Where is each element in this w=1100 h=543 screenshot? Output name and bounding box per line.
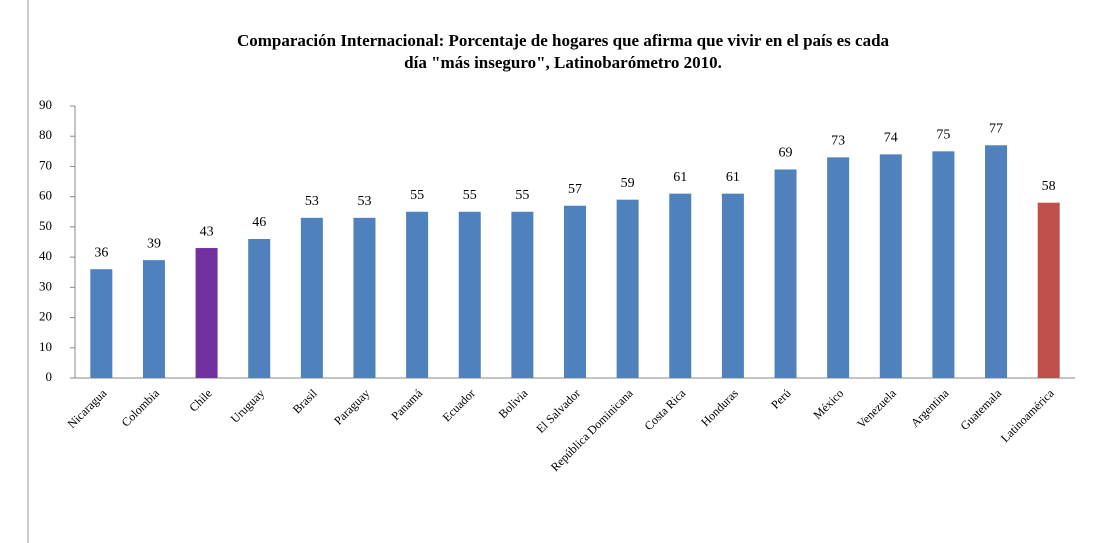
y-tick-label: 80	[39, 127, 52, 142]
bar	[248, 238, 271, 378]
x-tick-label: Chile	[186, 386, 214, 414]
x-tick-label: Uruguay	[228, 386, 268, 426]
y-tick-label: 50	[39, 218, 52, 233]
bar	[195, 248, 218, 378]
x-tick-label: Bolivia	[496, 386, 531, 421]
bar	[774, 169, 797, 378]
y-tick-label: 90	[39, 97, 52, 112]
bar	[564, 205, 586, 378]
data-label: 46	[252, 215, 266, 230]
data-label: 55	[410, 188, 424, 203]
bar	[1037, 202, 1060, 378]
bar	[300, 217, 323, 378]
x-tick-label: Venezuela	[854, 386, 899, 431]
bar	[985, 145, 1008, 378]
x-tick-label: Nicaragua	[65, 386, 110, 431]
data-label: 55	[515, 188, 529, 203]
chart-border	[27, 0, 29, 543]
data-label: 58	[1042, 179, 1056, 194]
x-tick-label: Costa Rica	[641, 386, 688, 433]
data-label: 69	[779, 146, 793, 161]
bar	[353, 217, 376, 378]
x-tick-label: El Salvador	[533, 386, 583, 436]
y-tick-label: 20	[39, 309, 52, 324]
data-label: 43	[200, 224, 214, 239]
chart-title: día "más inseguro", Latinobarómetro 2010…	[404, 53, 722, 72]
x-tick-label: México	[810, 386, 846, 422]
data-label: 61	[726, 170, 740, 185]
x-tick-label: Colombia	[119, 386, 163, 430]
bar	[721, 193, 744, 378]
bar	[616, 199, 639, 378]
y-tick-label: 30	[39, 278, 52, 293]
data-label: 55	[463, 188, 477, 203]
data-label: 77	[989, 122, 1003, 137]
x-tick-label: Latinoamérica	[998, 386, 1057, 445]
x-tick-label: Panamá	[388, 386, 425, 423]
x-tick-label: Perú	[768, 386, 793, 411]
y-tick-label: 40	[39, 248, 52, 263]
data-label: 74	[884, 131, 898, 146]
x-tick-label: Ecuador	[440, 386, 478, 424]
data-label: 61	[673, 170, 687, 185]
data-label: 75	[936, 128, 950, 143]
bar	[932, 151, 955, 378]
data-label: 57	[568, 182, 582, 197]
x-tick-label: Guatemala	[957, 386, 1004, 433]
y-tick-label: 70	[39, 157, 52, 172]
chart-title: Comparación Internacional: Porcentaje de…	[237, 31, 890, 50]
y-tick-label: 60	[39, 188, 52, 203]
x-tick-label: Brasil	[290, 386, 321, 417]
bar	[669, 193, 692, 378]
data-label: 39	[147, 236, 161, 251]
data-label: 59	[621, 176, 635, 191]
x-tick-label: Honduras	[698, 386, 741, 429]
bar	[90, 269, 113, 378]
data-label: 36	[94, 245, 108, 260]
y-tick-label: 10	[39, 339, 52, 354]
data-label: 53	[305, 194, 319, 209]
bar	[511, 211, 534, 378]
x-tick-label: Argentina	[908, 386, 952, 430]
y-tick-label: 0	[46, 369, 53, 384]
bar	[827, 157, 850, 378]
bar	[142, 260, 165, 378]
data-label: 73	[831, 134, 845, 149]
bar	[879, 154, 902, 378]
bar	[406, 211, 429, 378]
bar	[458, 211, 481, 378]
x-tick-label: Paraguay	[331, 386, 372, 427]
data-label: 53	[357, 194, 371, 209]
